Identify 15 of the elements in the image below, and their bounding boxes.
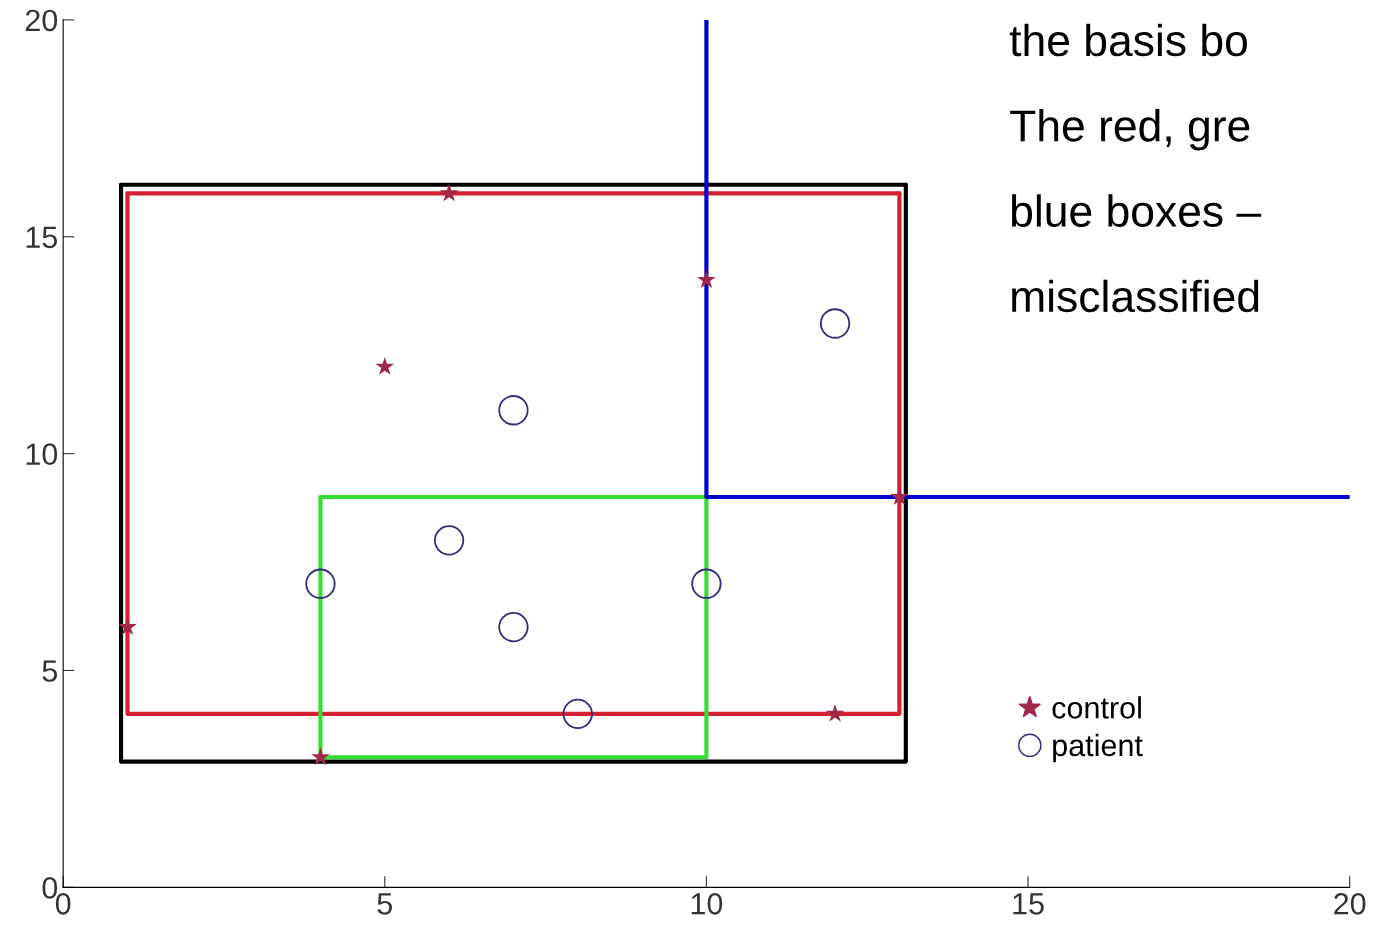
annotation: the basis bo xyxy=(1009,23,1247,57)
x-tick-label: 5 xyxy=(377,893,392,915)
x-tick-label: 15 xyxy=(1013,893,1044,915)
legend-label: patient xyxy=(1053,733,1143,763)
annotation: The red, gre xyxy=(1010,109,1250,151)
y-tick-label: 20 xyxy=(25,9,58,32)
annotation: blue boxes – xyxy=(1012,194,1262,227)
annotation: misclassified xyxy=(1012,279,1259,313)
y-tick-label: 5 xyxy=(42,660,58,682)
y-tick-label: 15 xyxy=(26,226,58,249)
x-tick-label: 20 xyxy=(1334,893,1366,915)
x-tick-label: 10 xyxy=(691,893,723,915)
y-tick-label: 0 xyxy=(42,877,58,899)
legend-label: control xyxy=(1052,696,1141,719)
y-tick-label: 10 xyxy=(26,443,58,465)
